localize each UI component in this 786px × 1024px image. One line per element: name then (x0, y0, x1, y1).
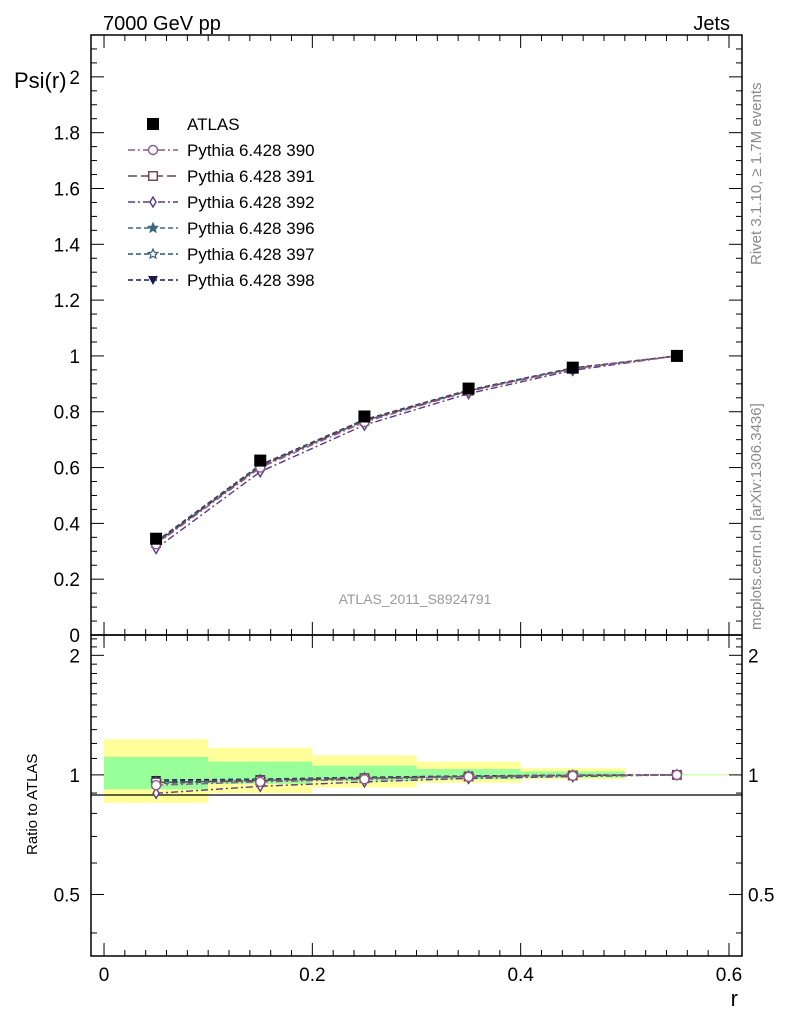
series-pythia-6-428-392 (152, 349, 681, 555)
legend-marker (148, 171, 158, 181)
ratio-y-tick-label: 2 (69, 646, 80, 667)
ratio-data-point (359, 774, 370, 785)
ratio-y-tick-label-right: 2 (748, 646, 759, 667)
x-tick-label: 0 (99, 965, 110, 986)
ratio-data-point (671, 769, 683, 781)
main-plot: 0 0.2 0.4 0.6 0.8 1 1.2 1.4 1.6 1.8 2 Psi(r) ATLAS… (14, 34, 743, 647)
legend-entry: Pythia 6.428 390 (128, 141, 315, 160)
y-tick-label: 0.4 (54, 514, 81, 535)
ratio-series-line (156, 774, 677, 786)
legend: ATLAS Pythia 6.428 390 Pythia 6.428 391 Pyt… (128, 115, 315, 290)
legend-label: Pythia 6.428 390 (187, 141, 315, 160)
ratio-series-line (156, 774, 677, 794)
header-left: 7000 GeV pp (103, 13, 221, 35)
legend-label: Pythia 6.428 391 (187, 167, 315, 186)
legend-marker (147, 144, 159, 156)
y-tick-label: 1.6 (54, 179, 80, 200)
legend-entry: Pythia 6.428 396 (128, 219, 315, 238)
main-y-label: Psi(r) (14, 68, 67, 93)
data-point (150, 532, 163, 545)
y-tick-label: 1.4 (54, 235, 81, 256)
x-tick-label: 0.2 (299, 965, 325, 986)
legend-entry: Pythia 6.428 391 (128, 167, 315, 186)
legend-entry: Pythia 6.428 392 (128, 193, 315, 212)
series-line (155, 355, 677, 550)
ratio-y-label: Ratio to ATLAS (24, 754, 41, 855)
ratio-y-tick-label-right: 1 (748, 766, 759, 787)
legend-entry: ATLAS (147, 115, 240, 134)
data-point (254, 454, 267, 467)
ratio-plot: 0.5 0.5 1 1 2 2 0 0.2 0.4 0.6 Ratio to ATLAS r (24, 634, 774, 1011)
legend-label: Pythia 6.428 392 (187, 193, 315, 212)
legend-label: Pythia 6.428 398 (187, 271, 315, 290)
legend-label: Pythia 6.428 396 (187, 219, 315, 238)
series-pythia-6-428-390 (150, 350, 683, 550)
series-pythia-6-428-391 (151, 350, 682, 548)
ratio-data-point (463, 771, 474, 783)
ratio-data-point (150, 780, 162, 791)
y-tick-label: 1.2 (54, 291, 80, 312)
series-line (155, 355, 677, 545)
y-tick-label: 0.6 (54, 459, 80, 480)
y-tick-label: 1 (69, 347, 80, 368)
header-right: Jets (693, 13, 730, 35)
legend-label: ATLAS (187, 115, 240, 134)
ratio-y-tick-label: 1 (69, 766, 80, 787)
series-line (155, 355, 677, 544)
y-tick-label: 0 (69, 626, 80, 647)
x-tick-label: 0.4 (507, 965, 534, 986)
ratio-frame (90, 634, 743, 957)
x-tick-label: 0.6 (716, 965, 742, 986)
data-point (566, 361, 579, 374)
legend-marker (148, 276, 158, 285)
analysis-watermark: ATLAS_2011_S8924791 (339, 591, 492, 607)
series-atlas (150, 349, 683, 545)
series-pythia-6-428-397 (149, 349, 684, 548)
side-label-mcplots: mcplots.cern.ch [arXiv:1306.3436] (748, 403, 765, 630)
ratio-data-point (152, 786, 160, 800)
legend-marker (146, 247, 160, 260)
legend-marker (147, 118, 159, 130)
x-axis-label: r (731, 986, 738, 1011)
series-line (155, 355, 677, 545)
data-point (462, 382, 475, 395)
legend-entry: Pythia 6.428 397 (128, 245, 315, 264)
y-tick-label: 0.2 (54, 570, 80, 591)
side-label-rivet: Rivet 3.1.10, ≥ 1.7M events (748, 83, 765, 266)
y-tick-label: 0.8 (54, 403, 80, 424)
data-point (670, 349, 683, 362)
legend-marker (149, 195, 157, 209)
y-tick-label: 1.8 (54, 124, 80, 145)
series-pythia-6-428-396 (149, 349, 684, 549)
series-line (155, 355, 677, 543)
ratio-data-point (255, 776, 266, 788)
series-line (155, 355, 677, 543)
ratio-y-tick-label-right: 0.5 (748, 885, 774, 906)
legend-label: Pythia 6.428 397 (187, 245, 315, 264)
ratio-y-tick-label: 0.5 (54, 885, 80, 906)
series-pythia-6-428-398 (151, 351, 682, 547)
data-point (358, 410, 371, 423)
y-tick-label: 2 (69, 68, 80, 89)
ratio-data-point (567, 770, 578, 781)
legend-marker (146, 221, 160, 234)
legend-entry: Pythia 6.428 398 (128, 271, 315, 290)
ratio-series-pythia-6-428-390 (150, 769, 683, 791)
